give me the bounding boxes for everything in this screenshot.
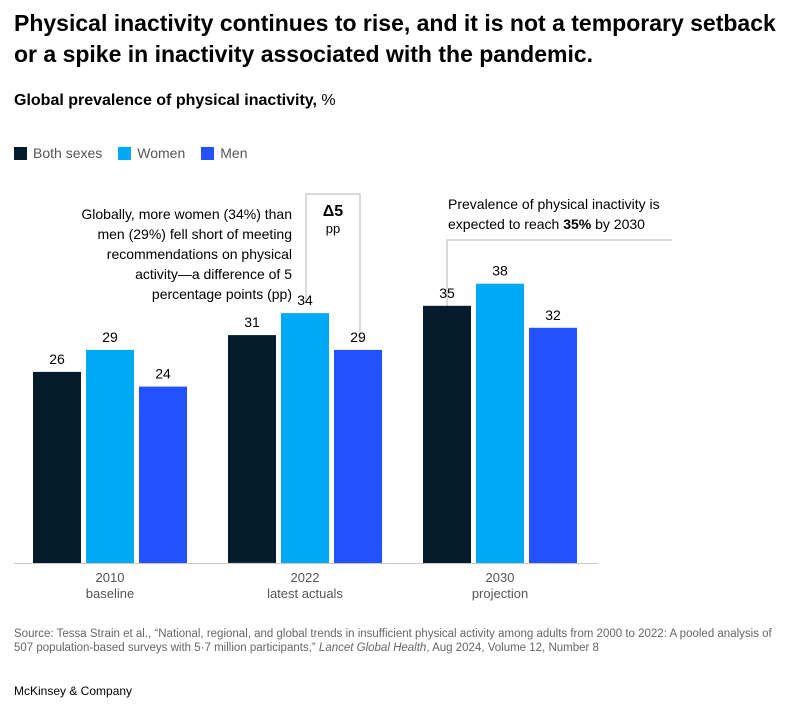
projection-callout-line bbox=[446, 239, 672, 320]
data-label-both-sexes-2010: 26 bbox=[49, 351, 65, 367]
subtitle-unit: % bbox=[321, 92, 336, 109]
data-label-both-sexes-2030: 35 bbox=[439, 285, 455, 301]
right-callout-part-2: reach bbox=[524, 216, 564, 232]
data-label-men-2010: 24 bbox=[155, 366, 171, 382]
data-label-women-2030: 38 bbox=[492, 263, 508, 279]
data-label-men-2022: 29 bbox=[350, 329, 366, 345]
x-tick-label-2022: 2022 bbox=[291, 570, 320, 585]
delta-bracket-line bbox=[305, 193, 361, 342]
bar-women-2030 bbox=[476, 283, 524, 563]
legend-swatch-men bbox=[201, 146, 215, 160]
data-label-women-2010: 29 bbox=[102, 329, 118, 345]
delta-unit: pp bbox=[325, 221, 341, 236]
chart-headline: Physical inactivity continues to rise, a… bbox=[14, 10, 776, 67]
brand-name: McKinsey & Company bbox=[14, 684, 133, 698]
projection-callout: Prevalence of physical inactivity is exp… bbox=[448, 194, 698, 234]
source-suffix: , Aug 2024, Volume 12, Number 8 bbox=[426, 642, 599, 654]
legend-item-women: Women bbox=[118, 145, 185, 161]
chart-legend: Both sexes Women Men bbox=[14, 145, 247, 161]
legend-label-women: Women bbox=[137, 145, 186, 161]
left-callout-part-2: on physical activity—a difference of 5 p… bbox=[135, 246, 292, 302]
source-journal: Lancet Global Health bbox=[318, 642, 427, 654]
x-tick-label-2022-sub: latest actuals bbox=[267, 586, 343, 601]
women-vs-men-callout: Globally, more women (34%) than men (29%… bbox=[70, 204, 292, 304]
bar-both-sexes-2010 bbox=[33, 371, 81, 563]
legend-label-men: Men bbox=[220, 145, 248, 161]
right-callout-part-4: by 2030 bbox=[591, 216, 645, 232]
x-tick-label-2010: 2010 bbox=[96, 570, 125, 585]
bar-women-2010 bbox=[86, 349, 134, 563]
legend-swatch-both-sexes bbox=[14, 146, 27, 160]
data-label-both-sexes-2022: 31 bbox=[244, 314, 260, 330]
chart-subtitle: Global prevalence of physical inactivity… bbox=[14, 92, 336, 110]
x-tick-label-2010-sub: baseline bbox=[86, 586, 134, 601]
source-prefix: Source: Tessa Strain et al., “National, … bbox=[14, 628, 772, 654]
legend-item-men: Men bbox=[201, 145, 247, 161]
bar-men-2030 bbox=[529, 327, 577, 563]
legend-item-both-sexes: Both sexes bbox=[14, 145, 102, 161]
bar-men-2022 bbox=[334, 349, 382, 563]
bar-both-sexes-2022 bbox=[228, 335, 276, 563]
data-label-women-2022: 34 bbox=[297, 292, 313, 308]
delta-value: Δ5 bbox=[322, 203, 344, 220]
left-callout-part-1: Globally, more women (34%) than men (29%… bbox=[81, 206, 292, 262]
delta-callout: Δ5 pp bbox=[308, 202, 358, 236]
bar-women-2022 bbox=[281, 313, 329, 563]
legend-label-both-sexes: Both sexes bbox=[33, 145, 103, 161]
data-label-men-2030: 32 bbox=[545, 307, 561, 323]
source-note: Source: Tessa Strain et al., “National, … bbox=[14, 627, 794, 655]
bar-men-2010 bbox=[139, 386, 187, 563]
right-callout-highlight: 35% bbox=[563, 216, 592, 232]
x-tick-label-2030: 2030 bbox=[486, 570, 515, 585]
right-callout-part-1: Prevalence of physical inactivity is exp… bbox=[448, 196, 660, 232]
legend-swatch-women bbox=[118, 146, 132, 160]
x-tick-label-2030-sub: projection bbox=[472, 586, 528, 601]
subtitle-text: Global prevalence of physical inactivity… bbox=[14, 92, 317, 109]
bar-both-sexes-2030 bbox=[423, 305, 471, 564]
